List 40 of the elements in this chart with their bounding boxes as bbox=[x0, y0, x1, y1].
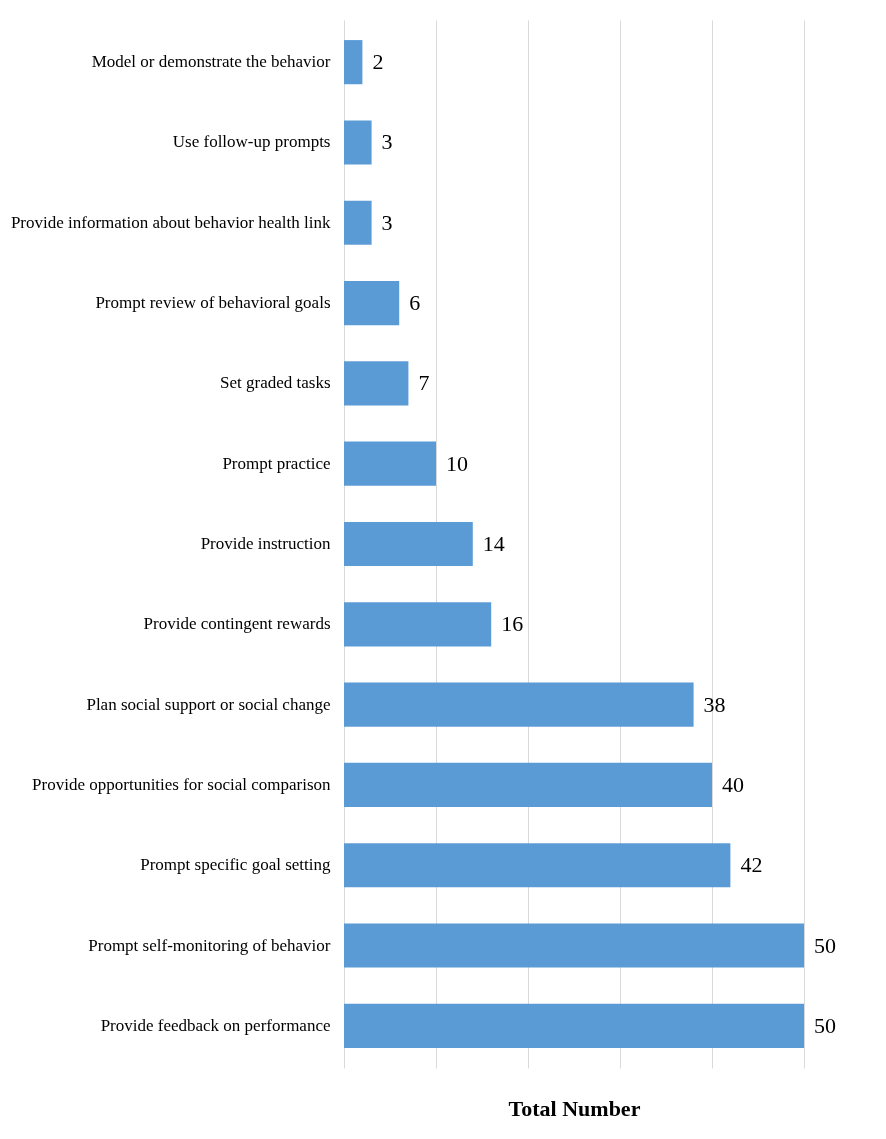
y-tick-label: Provide feedback on performance bbox=[100, 1015, 331, 1035]
data-label: 3 bbox=[381, 129, 393, 155]
bar bbox=[344, 602, 492, 647]
y-tick-label: Use follow-up prompts bbox=[172, 132, 331, 152]
y-tick-label: Set graded tasks bbox=[220, 373, 331, 393]
y-tick-label: Plan social support or social change bbox=[86, 694, 331, 714]
data-label: 38 bbox=[703, 691, 726, 717]
y-tick-label: Provide opportunities for social comparison bbox=[32, 774, 331, 794]
bar bbox=[344, 682, 694, 727]
data-label: 40 bbox=[722, 771, 744, 797]
y-tick-label: Model or demonstrate the behavior bbox=[91, 52, 331, 72]
data-label: 7 bbox=[418, 370, 430, 396]
bar bbox=[344, 843, 731, 888]
y-tick-label: Prompt specific goal setting bbox=[140, 855, 331, 875]
bar bbox=[344, 120, 372, 165]
data-label: 16 bbox=[501, 611, 524, 637]
bar bbox=[344, 40, 363, 85]
data-label: 42 bbox=[740, 852, 763, 878]
y-tick-label: Prompt review of behavioral goals bbox=[95, 293, 331, 313]
x-axis-title: Total Number bbox=[508, 1095, 641, 1121]
bar bbox=[344, 200, 372, 245]
y-tick-label: Provide information about behavior health link bbox=[10, 212, 331, 232]
bar bbox=[344, 281, 400, 326]
data-label: 2 bbox=[372, 49, 384, 75]
bar bbox=[344, 1003, 804, 1048]
bar bbox=[344, 762, 712, 807]
bar bbox=[344, 923, 804, 968]
data-label: 6 bbox=[409, 290, 421, 316]
y-tick-label: Prompt self-monitoring of behavior bbox=[88, 935, 331, 955]
bar bbox=[344, 361, 409, 406]
data-label: 50 bbox=[814, 932, 836, 958]
y-tick-label: Prompt practice bbox=[222, 453, 331, 473]
y-tick-label: Provide contingent rewards bbox=[143, 614, 331, 634]
bar bbox=[344, 441, 436, 486]
data-label: 14 bbox=[482, 531, 505, 556]
data-label: 3 bbox=[381, 209, 393, 235]
data-label: 50 bbox=[814, 1012, 836, 1038]
y-tick-label: Provide instruction bbox=[200, 534, 331, 553]
bar bbox=[344, 521, 473, 567]
data-label: 10 bbox=[446, 450, 468, 476]
